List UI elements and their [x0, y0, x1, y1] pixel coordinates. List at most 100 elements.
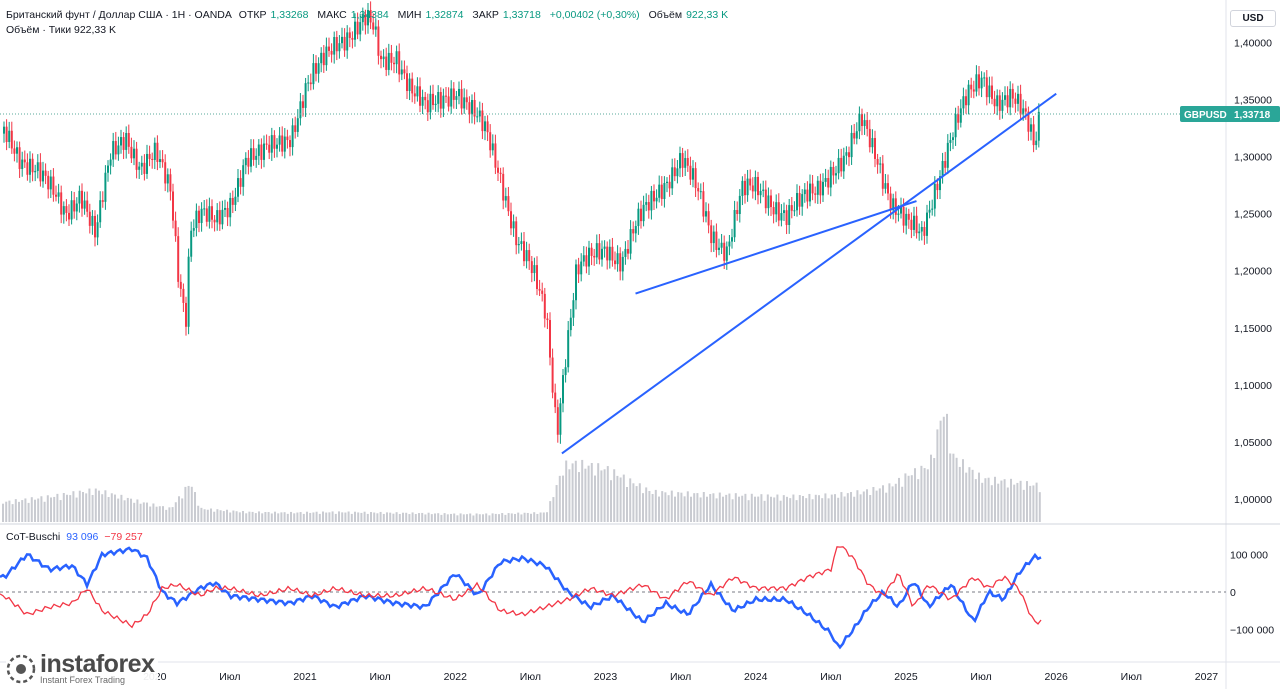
candle-body — [980, 77, 983, 89]
candle-body — [291, 125, 294, 148]
candle-body — [517, 243, 520, 246]
candle-body — [611, 246, 614, 261]
candle-body — [426, 100, 429, 113]
volume-bar — [827, 498, 830, 522]
volume-bar — [62, 492, 65, 522]
candle-body — [923, 227, 926, 236]
volume-bar — [926, 469, 929, 522]
candle-body — [413, 93, 416, 97]
candle-body — [793, 210, 796, 212]
candle-body — [364, 14, 367, 26]
candle-body — [772, 207, 775, 215]
candle-body — [712, 231, 715, 244]
candle-body — [530, 261, 533, 274]
volume-bar — [891, 486, 894, 522]
volume-bar — [763, 500, 766, 522]
candle-body — [73, 200, 76, 212]
volume-bar — [446, 514, 449, 522]
candle-body — [107, 165, 109, 173]
candle-body — [936, 183, 939, 191]
volume-bar — [258, 511, 260, 522]
candle-body — [133, 148, 135, 159]
instaforex-logo: instaforex Instant Forex Trading — [6, 651, 158, 687]
candle-body — [634, 226, 637, 234]
candle-body — [798, 193, 801, 207]
candle-body — [26, 162, 29, 175]
volume-bar — [837, 497, 840, 522]
candle-body — [728, 241, 731, 247]
candle-body — [699, 191, 702, 193]
volume-bar — [962, 459, 964, 522]
candle-body — [393, 62, 395, 65]
volume-bar — [939, 420, 942, 522]
high-value: 1,34384 — [350, 9, 389, 21]
volume-bar — [965, 472, 968, 522]
volume-bar — [539, 512, 542, 522]
candle-body — [918, 231, 921, 234]
time-tick-label: Июл — [1121, 671, 1142, 683]
candle-body — [642, 204, 645, 222]
candle-body — [744, 180, 746, 196]
candle-body — [205, 208, 208, 222]
volume-bar — [933, 458, 936, 522]
volume-bar — [136, 499, 139, 522]
volume-bar — [315, 511, 318, 522]
volume-bar — [946, 413, 948, 522]
volume-bar — [338, 511, 340, 522]
candle-body — [965, 96, 967, 106]
volume-bar — [373, 512, 376, 522]
candle-body — [83, 200, 86, 209]
candle-body — [429, 93, 432, 113]
candle-body — [931, 208, 934, 210]
volume-bar — [984, 478, 987, 522]
candle-body — [216, 210, 219, 223]
candle-body — [850, 132, 853, 158]
candle-body — [18, 147, 21, 169]
candle-body — [790, 205, 793, 211]
candle-body — [88, 211, 91, 226]
volume-bar — [120, 494, 123, 522]
volume-bar — [491, 513, 494, 522]
candle-body — [497, 167, 499, 173]
volume-bar — [920, 465, 923, 522]
candle-body — [143, 162, 146, 174]
candle-body — [395, 51, 398, 65]
volume-bar — [264, 512, 267, 522]
volume-bar — [216, 509, 219, 522]
volume-bar — [354, 511, 356, 522]
candle-body — [556, 407, 559, 435]
candle-body — [192, 228, 195, 231]
volume-bar — [142, 502, 145, 522]
candle-body — [146, 153, 148, 174]
volume-bar — [949, 453, 952, 522]
candle-body — [694, 168, 697, 189]
volume-bar — [302, 513, 305, 522]
candle-body — [983, 77, 986, 79]
volume-bar — [472, 515, 475, 522]
candle-body — [218, 210, 221, 225]
candle-body — [231, 197, 234, 205]
candle-body — [273, 135, 276, 149]
cot-series-line-red — [0, 546, 1042, 629]
volume-bar — [734, 493, 737, 522]
volume-bar — [885, 492, 888, 522]
candle-body — [608, 246, 611, 261]
candle-body — [733, 210, 736, 238]
candle-body — [369, 10, 372, 23]
candle-body — [915, 215, 918, 234]
volume-bar — [530, 513, 532, 522]
currency-button[interactable]: USD — [1226, 2, 1280, 28]
volume-bar — [872, 487, 875, 522]
volume-bar — [520, 514, 523, 522]
volume-bar — [350, 513, 353, 522]
candle-body — [920, 227, 923, 232]
volume-bar — [597, 463, 600, 522]
volume-bar — [702, 492, 705, 522]
volume-bar — [213, 511, 216, 522]
volume-bar — [862, 491, 865, 522]
candle-body — [894, 198, 897, 215]
volume-bar — [181, 498, 184, 522]
candle-body — [325, 46, 328, 66]
